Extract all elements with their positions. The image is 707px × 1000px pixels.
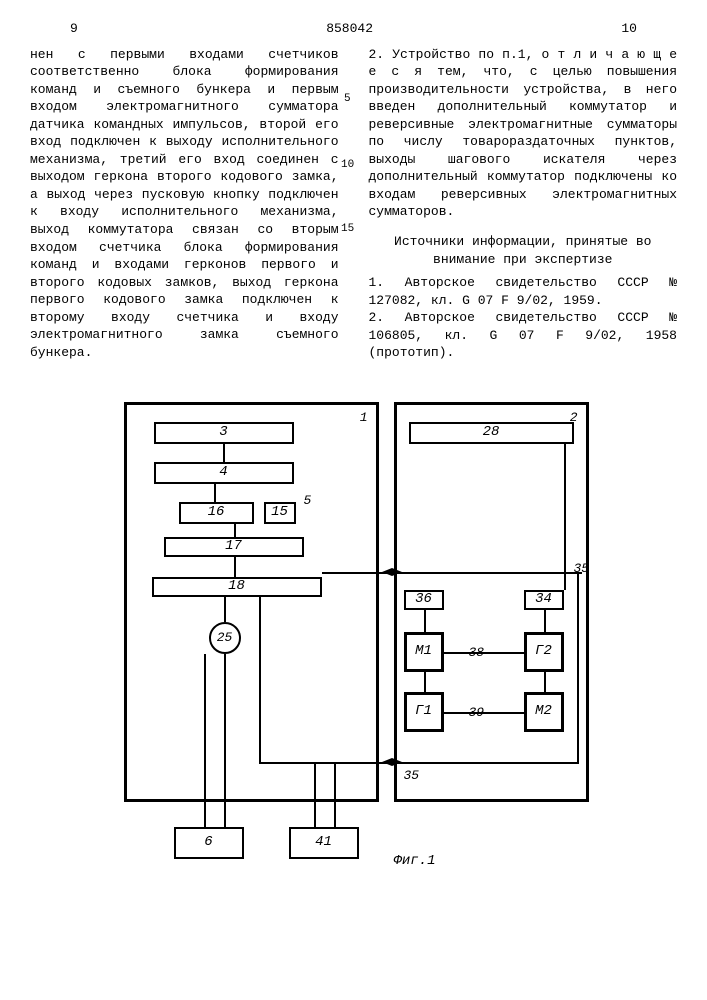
fig-label: Фиг.1 xyxy=(394,852,436,871)
arrow-cross-top-r xyxy=(390,566,402,578)
page-num-right: 10 xyxy=(621,20,637,38)
line-m1-g1 xyxy=(424,672,426,692)
line-17-18 xyxy=(234,557,236,577)
label-5: 5 xyxy=(304,492,312,510)
line-mid-h1 xyxy=(444,652,524,654)
box-M2: М2 xyxy=(524,692,564,732)
circle-25-label: 25 xyxy=(217,629,233,647)
box-36: 36 xyxy=(404,590,444,610)
col1-text: нен с первыми входами счетчиков соответс… xyxy=(30,46,339,362)
box-36-label: 36 xyxy=(415,590,432,609)
box-G1-label: Г1 xyxy=(415,702,432,721)
column-right: 2. Устройство по п.1, о т л и ч а ю щ е … xyxy=(369,46,678,362)
box-M1: М1 xyxy=(404,632,444,672)
line-18-25 xyxy=(224,597,226,622)
box-3-label: 3 xyxy=(219,423,227,442)
col2-p1: 2. Устройство по п.1, о т л и ч а ю щ е … xyxy=(369,46,678,221)
label-35b: 35 xyxy=(404,767,420,785)
box-41-label: 41 xyxy=(315,833,332,852)
ref1: 1. Авторское свидетельство СССР № 127082… xyxy=(369,274,678,309)
box-M2-label: М2 xyxy=(535,702,552,721)
line-marker-5: 5 xyxy=(344,92,351,107)
line-41b xyxy=(334,762,336,827)
box-15-label: 15 xyxy=(271,503,288,522)
page-num-left: 9 xyxy=(70,20,78,38)
line-16-17 xyxy=(234,524,236,537)
ref2: 2. Авторское свидетельство СССР № 106805… xyxy=(369,309,678,362)
box-6: 6 xyxy=(174,827,244,859)
line-g2-m2 xyxy=(544,672,546,692)
box-28-label: 28 xyxy=(483,423,500,442)
line-36-m1 xyxy=(424,610,426,632)
line-41a xyxy=(314,762,316,827)
line-h-35top xyxy=(322,572,582,574)
line-34-g2 xyxy=(544,610,546,632)
line-4-16 xyxy=(214,484,216,502)
box-G2: Г2 xyxy=(524,632,564,672)
doc-number: 858042 xyxy=(326,20,373,38)
box-G2-label: Г2 xyxy=(535,642,552,661)
box-15: 15 xyxy=(264,502,296,524)
line-right-outer xyxy=(577,572,579,762)
line-marker-15: 15 xyxy=(341,222,354,237)
diagram-fig1: 1 2 3 4 5 16 15 17 18 xyxy=(104,392,604,872)
box-M1-label: М1 xyxy=(415,642,432,661)
line-h-35bot xyxy=(259,762,579,764)
box-34: 34 xyxy=(524,590,564,610)
circle-25: 25 xyxy=(209,622,241,654)
line-mid-h2 xyxy=(444,712,524,714)
box-6-label: 6 xyxy=(204,833,212,852)
box-3: 3 xyxy=(154,422,294,444)
box-4-label: 4 xyxy=(219,463,227,482)
box-17-label: 17 xyxy=(225,537,242,556)
box-16-label: 16 xyxy=(208,503,225,522)
box-17: 17 xyxy=(164,537,304,557)
box-4: 4 xyxy=(154,462,294,484)
box-41: 41 xyxy=(289,827,359,859)
line-28-down xyxy=(564,444,566,590)
line-marker-10: 10 xyxy=(341,158,354,173)
box-28: 28 xyxy=(409,422,574,444)
column-left: нен с первыми входами счетчиков соответс… xyxy=(30,46,339,362)
line-left-inner xyxy=(259,597,261,762)
box-G1: Г1 xyxy=(404,692,444,732)
box-18: 18 xyxy=(152,577,322,597)
line-25-down xyxy=(204,654,206,827)
arrow-cross-bot-r xyxy=(390,756,402,768)
box-1-label: 1 xyxy=(360,409,368,427)
line-25-down2 xyxy=(224,654,226,827)
sources-title: Источники информации, принятые во вниман… xyxy=(369,233,678,268)
box-16: 16 xyxy=(179,502,254,524)
line-3-4 xyxy=(223,444,225,462)
box-34-label: 34 xyxy=(535,590,552,609)
box-18-label: 18 xyxy=(228,577,245,596)
